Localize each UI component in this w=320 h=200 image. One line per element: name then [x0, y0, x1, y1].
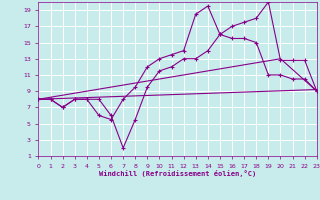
X-axis label: Windchill (Refroidissement éolien,°C): Windchill (Refroidissement éolien,°C) — [99, 170, 256, 177]
